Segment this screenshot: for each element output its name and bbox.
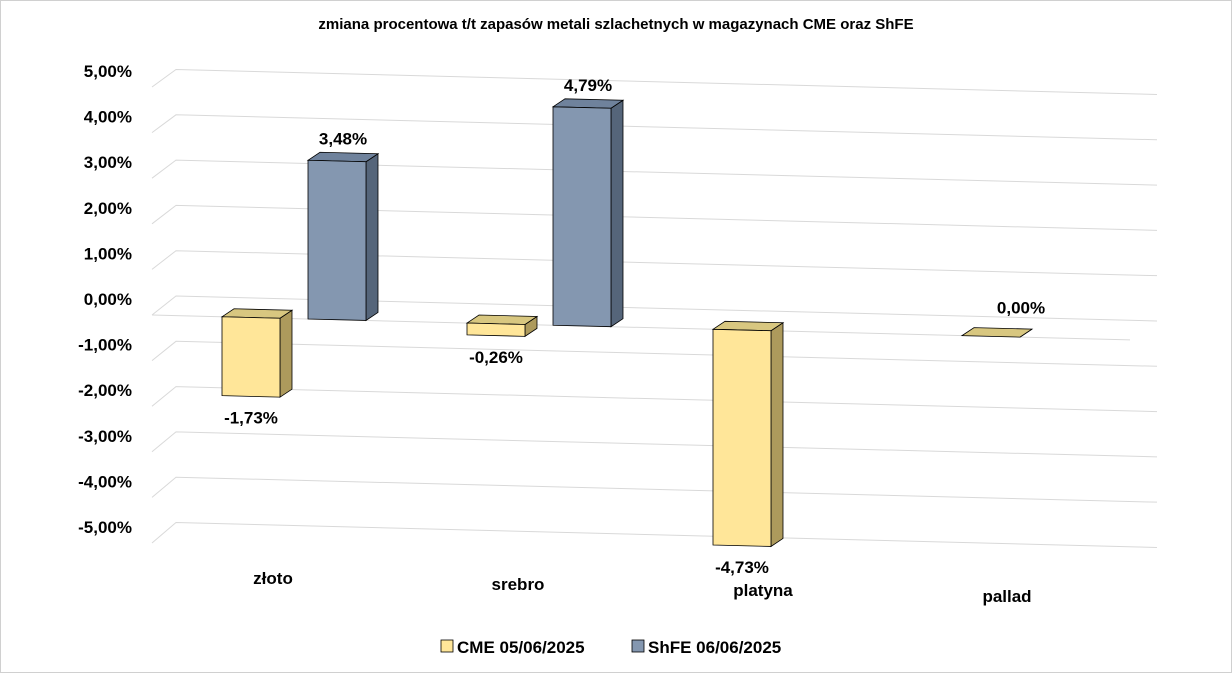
bar (465, 314, 539, 338)
legend: CME 05/06/2025 ShFE 06/06/2025 (440, 638, 781, 657)
y-tick-label: -2,00% (78, 381, 132, 400)
gridline (151, 295, 1158, 322)
category-label: srebro (492, 575, 545, 594)
gridline (151, 340, 1158, 367)
gridline (151, 521, 1158, 548)
gridlines (151, 68, 1158, 548)
data-label: 0,00% (997, 299, 1045, 318)
gridline (151, 68, 1158, 95)
data-labels: -1,73% 3,48% -0,26% 4,79% -4,73% 0,00% (224, 76, 1045, 577)
data-label: -1,73% (224, 409, 278, 428)
y-tick-label: 1,00% (84, 244, 132, 263)
y-tick-label: 4,00% (84, 108, 132, 127)
bars (220, 98, 1034, 548)
bar (551, 98, 625, 328)
legend-label: CME 05/06/2025 (457, 638, 585, 657)
gridline (151, 159, 1158, 186)
y-tick-label: 3,00% (84, 153, 132, 172)
category-label: pallad (982, 587, 1031, 606)
category-labels: złoto srebro platyna pallad (253, 569, 1031, 606)
data-label: -0,26% (469, 348, 523, 367)
y-axis-tick-labels: 5,00% 4,00% 3,00% 2,00% 1,00% 0,00% -1,00% -2,0… (78, 62, 132, 537)
gridline (151, 250, 1158, 277)
y-tick-label: 0,00% (84, 290, 132, 309)
legend-swatch (631, 639, 645, 653)
data-label: -4,73% (715, 558, 769, 577)
gridline (151, 204, 1158, 231)
y-tick-label: -5,00% (78, 518, 132, 537)
bar (960, 327, 1034, 338)
chart-title: zmiana procentowa t/t zapasów metali szl… (318, 16, 913, 33)
y-tick-label: 2,00% (84, 199, 132, 218)
bar (711, 320, 785, 548)
data-label: 3,48% (319, 129, 367, 148)
gridline (151, 386, 1158, 413)
y-tick-label: -1,00% (78, 336, 132, 355)
gridline (151, 114, 1158, 141)
category-label: złoto (253, 569, 293, 588)
category-label: platyna (733, 581, 793, 600)
legend-label: ShFE 06/06/2025 (648, 638, 781, 657)
bar (306, 151, 380, 322)
y-tick-label: 5,00% (84, 62, 132, 81)
y-tick-label: -4,00% (78, 472, 132, 491)
gridline (151, 431, 1158, 458)
gridline (151, 476, 1158, 503)
data-label: 4,79% (564, 76, 612, 95)
y-tick-label: -3,00% (78, 427, 132, 446)
legend-swatch (440, 639, 454, 653)
bar (220, 308, 294, 398)
